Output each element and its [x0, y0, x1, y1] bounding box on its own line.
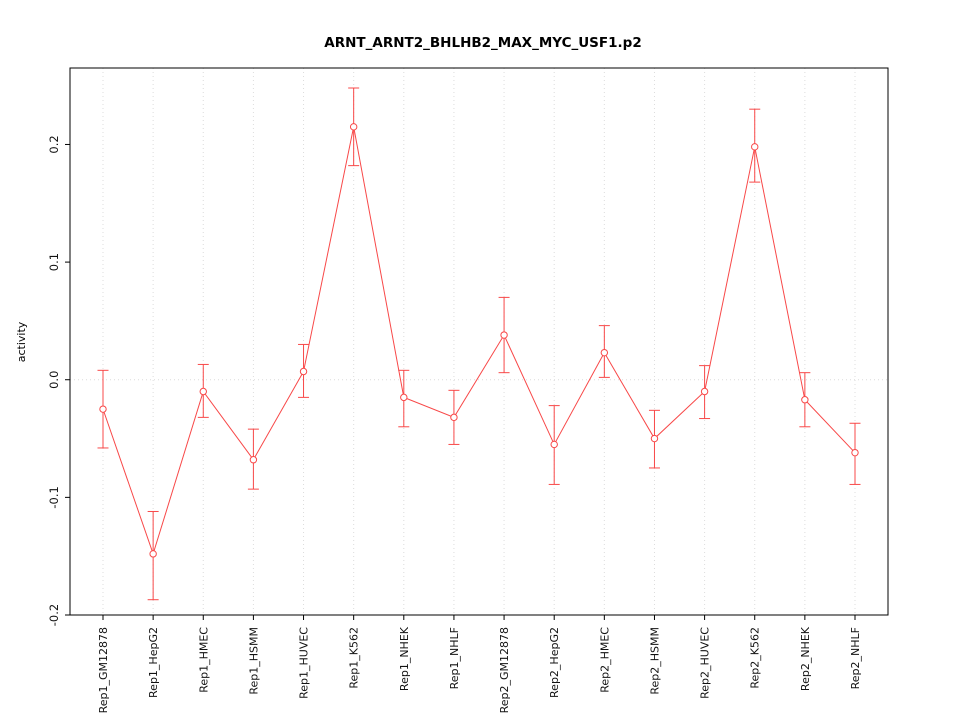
data-point — [550, 440, 558, 449]
data-point — [199, 387, 207, 396]
data-point — [400, 393, 408, 402]
data-point — [801, 396, 809, 404]
x-tick-label: Rep2_GM12878 — [498, 627, 511, 713]
x-tick-label: Rep2_HepG2 — [548, 627, 561, 698]
data-point — [650, 434, 659, 443]
y-tick-label: -0.2 — [47, 604, 61, 626]
data-point — [450, 413, 458, 422]
data-point — [751, 143, 759, 151]
x-tick-label: Rep2_HSMM — [648, 627, 661, 695]
x-tick-label: Rep1_HUVEC — [298, 627, 311, 699]
x-tick-label: Rep2_NHLF — [849, 627, 862, 689]
data-point — [600, 348, 609, 357]
x-tick-label: Rep2_K562 — [749, 627, 762, 689]
x-tick-label: Rep1_NHEK — [398, 626, 411, 691]
data-point — [299, 367, 308, 376]
y-tick-label: 0.1 — [47, 253, 61, 271]
x-tick-label: Rep2_NHEK — [799, 626, 812, 691]
x-tick-label: Rep1_NHLF — [448, 627, 461, 689]
data-point — [149, 550, 157, 558]
chart-title: ARNT_ARNT2_BHLHB2_MAX_MYC_USF1.p2 — [324, 35, 641, 51]
x-tick-label: Rep1_HepG2 — [147, 627, 160, 698]
x-tick-label: Rep1_GM12878 — [97, 627, 110, 713]
data-point — [851, 448, 859, 457]
plot-area: -0.2 -0.1 0.0 0.1 0.2 Rep1_GM12878 Rep1_HepG2 R… — [47, 67, 889, 713]
x-tick-label: Rep1_HSMM — [247, 627, 260, 695]
y-tick-label: 0.0 — [47, 371, 61, 389]
x-tick-label: Rep2_HMEC — [598, 627, 611, 693]
x-tick-label: Rep2_HUVEC — [699, 627, 712, 699]
data-point — [700, 387, 709, 396]
y-tick-label: 0.2 — [47, 135, 61, 153]
data-point — [349, 123, 358, 131]
y-axis-label: activity — [15, 321, 28, 362]
data-point — [249, 456, 258, 464]
y-tick-label: -0.1 — [47, 486, 61, 508]
series-line — [102, 126, 856, 556]
x-tick-label: Rep1_K562 — [348, 627, 361, 689]
data-point — [99, 405, 107, 413]
x-tick-label: Rep1_HMEC — [197, 627, 210, 693]
plot-border — [69, 67, 889, 616]
data-point — [500, 331, 508, 339]
